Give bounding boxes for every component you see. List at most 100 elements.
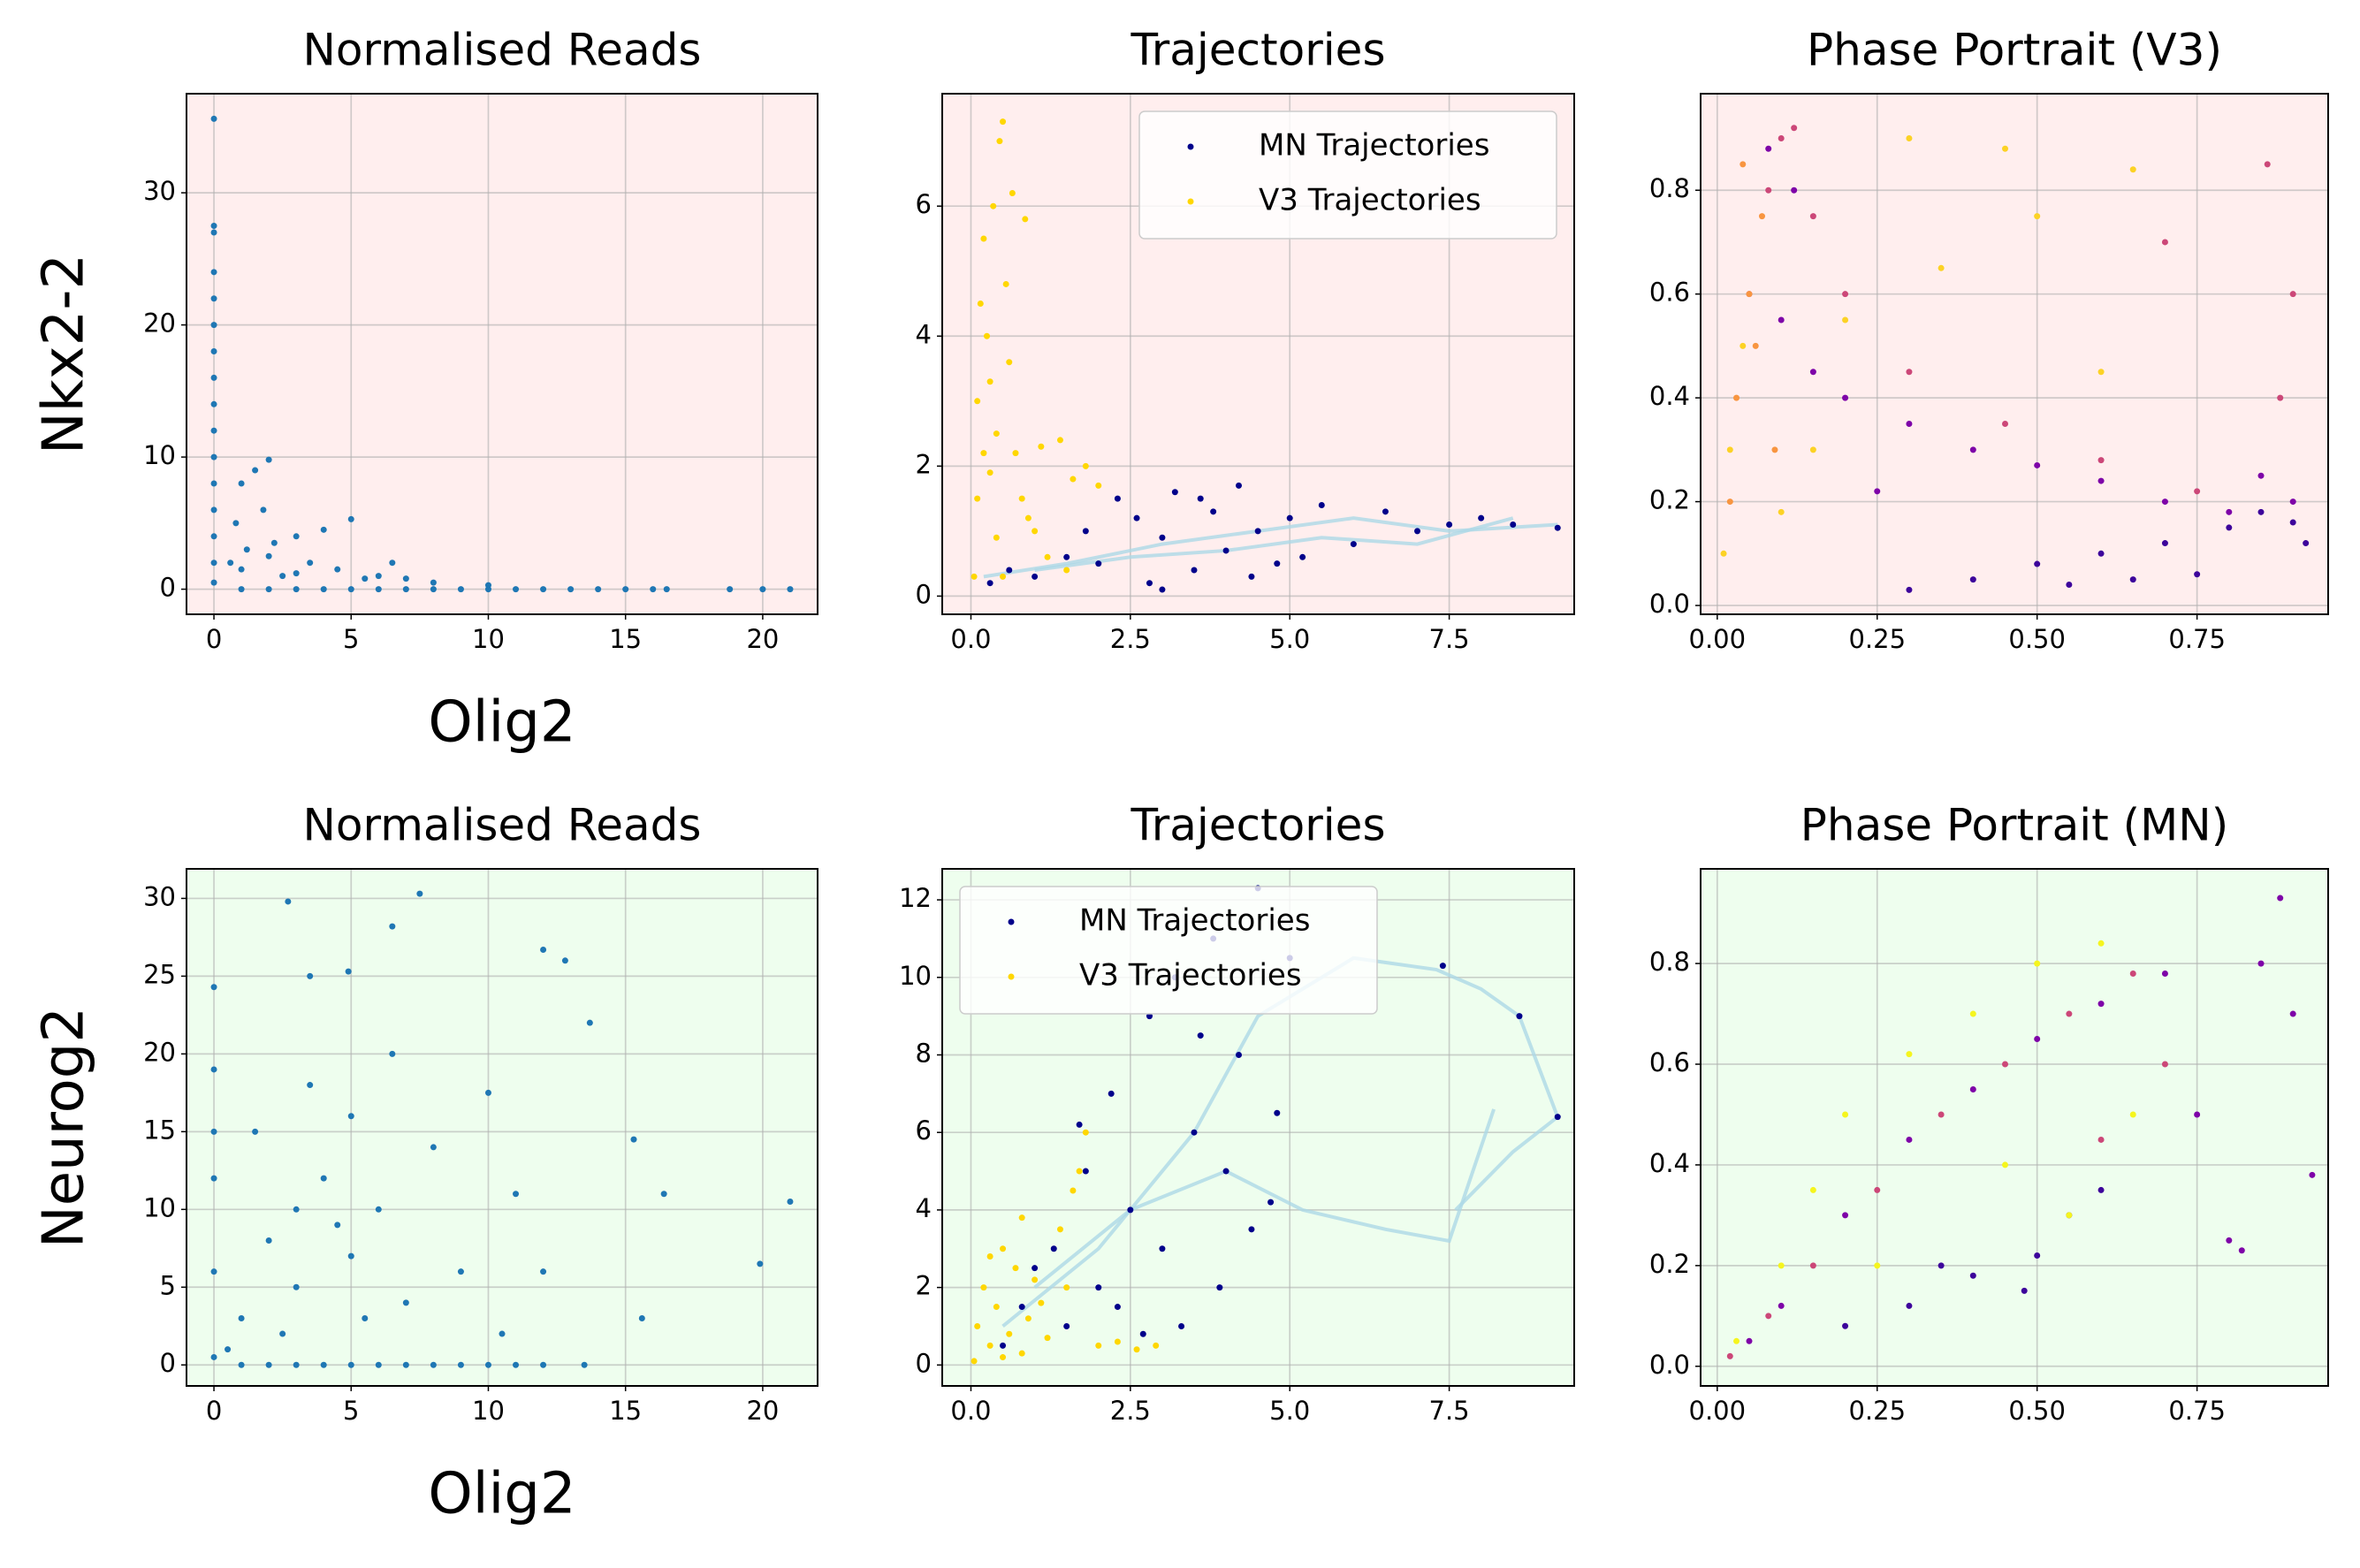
point [2002, 1161, 2009, 1168]
point [1906, 586, 1913, 593]
point [210, 222, 217, 229]
point [1778, 1262, 1785, 1269]
point [1726, 1352, 1733, 1359]
point [540, 946, 547, 953]
point [2066, 1010, 2073, 1017]
point [1720, 550, 1727, 557]
point [1171, 489, 1178, 496]
point [2161, 499, 2168, 506]
y-tick-label: 0 [916, 579, 932, 609]
point [2097, 1136, 2105, 1143]
plot-background [187, 869, 818, 1386]
y-tick-label: 15 [143, 1115, 176, 1145]
point [2194, 571, 2201, 578]
point [1044, 553, 1051, 560]
y-tick-label: 10 [143, 1192, 176, 1222]
subplot-title: Normalised Reads [303, 800, 702, 851]
point [1197, 495, 1204, 502]
point [1063, 567, 1070, 574]
point [2021, 1287, 2028, 1294]
axes-frame [1700, 93, 2329, 615]
point [540, 1361, 547, 1368]
y-tick-label: 8 [916, 1038, 932, 1068]
y-tick-label: 4 [916, 319, 932, 349]
point [1809, 1186, 1816, 1193]
point [2097, 1001, 2105, 1008]
point [484, 1361, 491, 1368]
axes-frame [186, 93, 818, 615]
x-tick-label: 0 [206, 624, 222, 654]
point [347, 1252, 354, 1260]
y-tick-label: 0.8 [1649, 947, 1690, 977]
point [2289, 291, 2296, 298]
point [210, 229, 217, 236]
point [1146, 1013, 1153, 1020]
point [293, 1283, 300, 1290]
point [227, 559, 234, 567]
point [1809, 369, 1816, 376]
point [974, 495, 981, 502]
y-tick-label: 2 [916, 1271, 932, 1301]
point [1969, 1010, 1976, 1017]
point [663, 586, 670, 593]
point [2097, 369, 2105, 376]
point [402, 1361, 409, 1368]
point [238, 1361, 245, 1368]
point [1758, 213, 1765, 220]
point [232, 520, 240, 527]
point [1022, 216, 1029, 223]
point [513, 1361, 520, 1368]
point [1095, 560, 1102, 567]
x-tick-label: 15 [609, 1396, 642, 1426]
point [2097, 477, 2105, 484]
point [347, 1361, 354, 1368]
subplot: 0.0 2.5 5.0 7.5 0 2 4 6 Trajectories MN Trajector… [916, 25, 1575, 654]
x-tick-label: 5 [343, 624, 359, 654]
point [1070, 476, 1077, 483]
point [457, 1268, 464, 1275]
point [1139, 1330, 1146, 1337]
point [1274, 1109, 1281, 1116]
point [974, 398, 981, 405]
x-tick-label: 5.0 [1269, 1396, 1310, 1426]
point [238, 480, 245, 487]
point [996, 138, 1003, 145]
point [2002, 1061, 2009, 1068]
point [1726, 446, 1733, 453]
point [1000, 1354, 1007, 1361]
point [1082, 1129, 1089, 1136]
point [1791, 125, 1798, 132]
point [1082, 1168, 1089, 1175]
point [1108, 1090, 1115, 1097]
legend-box [959, 886, 1378, 1015]
point [389, 923, 396, 930]
x-tick-label: 0.75 [2168, 1396, 2226, 1426]
point [265, 1237, 272, 1244]
legend-marker [1187, 143, 1194, 150]
subplot-title: Trajectories [1131, 25, 1386, 76]
point [1032, 573, 1039, 580]
point [347, 1113, 354, 1120]
point [484, 582, 491, 589]
point [977, 301, 984, 308]
x-tick-label: 0.0 [950, 1396, 991, 1426]
point [540, 586, 547, 593]
x-tick-label: 7.5 [1429, 624, 1470, 654]
point [1842, 291, 1849, 298]
point [430, 586, 437, 593]
y-tick-label: 4 [916, 1193, 932, 1223]
point [293, 586, 300, 593]
point [1000, 1342, 1007, 1349]
y-axis-label: Nkx2-2 [32, 254, 97, 454]
point [1268, 1199, 1275, 1206]
point [1095, 1284, 1102, 1291]
point [210, 295, 217, 302]
point [293, 570, 300, 577]
plot-area [210, 115, 794, 593]
point [1778, 508, 1785, 515]
point [1056, 437, 1063, 444]
point [1809, 1262, 1816, 1269]
y-tick-label: 10 [899, 961, 932, 991]
